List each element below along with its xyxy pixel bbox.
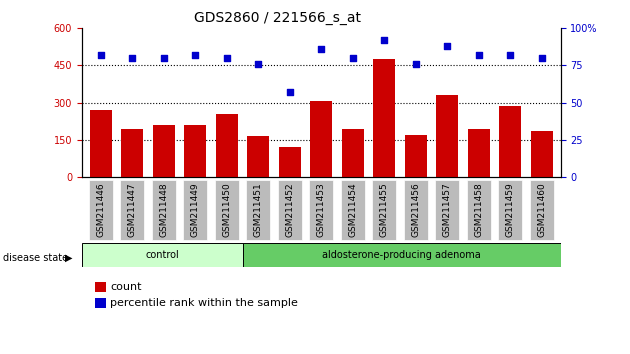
Text: GSM211452: GSM211452 [285,182,294,237]
Text: GSM211446: GSM211446 [96,182,105,237]
Point [474,52,484,58]
Bar [405,135,427,177]
Bar [436,95,459,177]
Point [348,55,358,61]
Text: GSM211458: GSM211458 [474,182,483,237]
FancyBboxPatch shape [278,179,302,240]
Point [537,55,547,61]
FancyBboxPatch shape [372,179,396,240]
FancyBboxPatch shape [152,179,176,240]
Bar [185,125,207,177]
Text: disease state: disease state [3,253,68,263]
FancyBboxPatch shape [404,179,428,240]
Point [285,90,295,95]
Bar [215,114,238,177]
FancyBboxPatch shape [467,179,491,240]
Text: GSM211460: GSM211460 [537,182,546,237]
Text: ▶: ▶ [65,253,72,263]
FancyBboxPatch shape [89,179,113,240]
FancyBboxPatch shape [246,179,270,240]
Bar [153,125,175,177]
Text: GSM211459: GSM211459 [506,182,515,237]
Bar [311,102,333,177]
FancyBboxPatch shape [243,243,561,267]
FancyBboxPatch shape [530,179,554,240]
Bar [531,131,553,177]
Bar [468,129,490,177]
FancyBboxPatch shape [82,243,243,267]
FancyBboxPatch shape [341,179,365,240]
Text: GSM211448: GSM211448 [159,182,168,237]
Point [442,43,452,49]
Text: GSM211450: GSM211450 [222,182,231,237]
Point [379,38,389,43]
Bar [342,129,364,177]
Text: count: count [110,282,142,292]
FancyBboxPatch shape [309,179,333,240]
Bar [121,129,144,177]
Point [411,61,421,67]
FancyBboxPatch shape [435,179,459,240]
Text: GDS2860 / 221566_s_at: GDS2860 / 221566_s_at [193,11,361,25]
Point [127,55,137,61]
Text: percentile rank within the sample: percentile rank within the sample [110,298,298,308]
FancyBboxPatch shape [183,179,207,240]
Text: GSM211449: GSM211449 [191,182,200,237]
Bar [90,110,112,177]
Point [222,55,232,61]
Point [505,52,515,58]
Bar [248,136,270,177]
Text: GSM211456: GSM211456 [411,182,420,237]
Text: GSM211447: GSM211447 [128,182,137,237]
Point [190,52,200,58]
Text: GSM211451: GSM211451 [254,182,263,237]
Text: aldosterone-producing adenoma: aldosterone-producing adenoma [323,250,481,260]
Bar [373,59,396,177]
Bar [279,147,301,177]
FancyBboxPatch shape [215,179,239,240]
Point [316,46,326,52]
Point [253,61,263,67]
Bar [500,106,522,177]
Point [159,55,169,61]
FancyBboxPatch shape [498,179,522,240]
Text: GSM211453: GSM211453 [317,182,326,237]
Text: GSM211455: GSM211455 [380,182,389,237]
Text: control: control [146,250,179,260]
Point [96,52,106,58]
Text: GSM211454: GSM211454 [348,182,357,237]
FancyBboxPatch shape [120,179,144,240]
Text: GSM211457: GSM211457 [443,182,452,237]
